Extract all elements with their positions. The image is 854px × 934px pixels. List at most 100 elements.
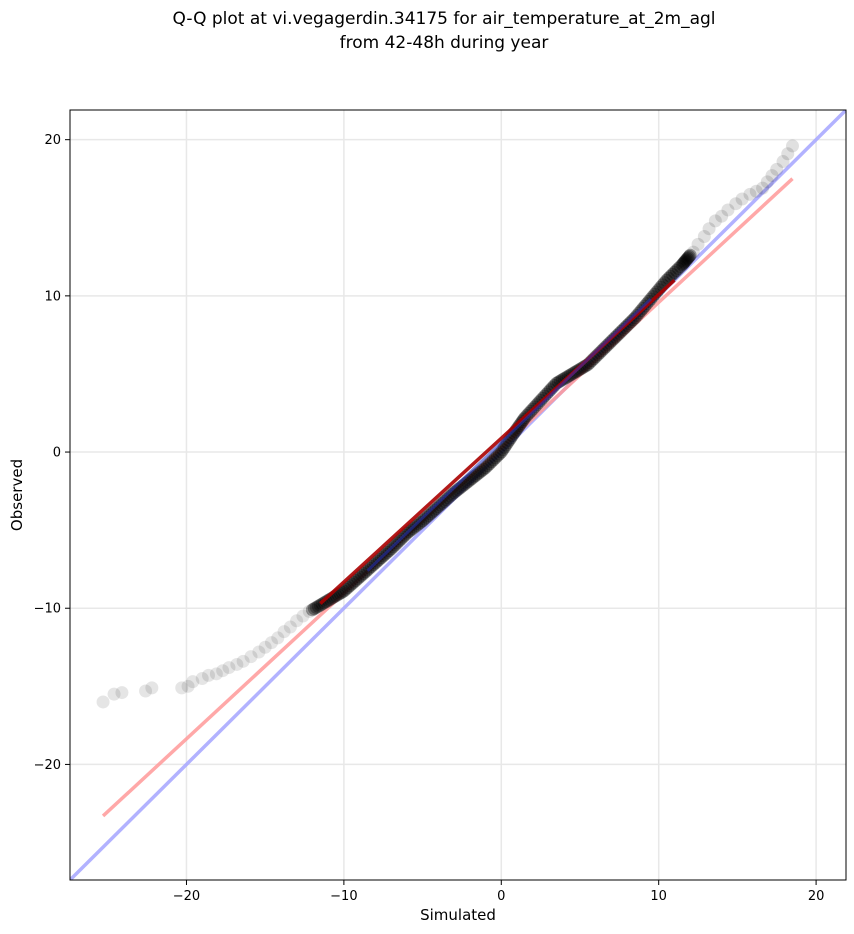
- data-point-238: [760, 175, 774, 189]
- data-point-221: [679, 253, 693, 267]
- data-point-16: [252, 645, 266, 659]
- y-tick-label-2: 0: [53, 446, 61, 461]
- data-point-14: [236, 654, 250, 668]
- data-point-13: [230, 657, 244, 671]
- data-point-0: [96, 695, 110, 709]
- data-point-117: [486, 453, 500, 467]
- data-point-185: [612, 326, 626, 340]
- data-point-50: [355, 568, 369, 582]
- data-point-42: [339, 582, 353, 596]
- data-point-237: [756, 181, 770, 195]
- x-axis-ticks: −20 −10 0 10 20: [173, 880, 825, 904]
- data-point-234: [735, 192, 749, 206]
- data-point-116: [484, 455, 498, 469]
- data-point-89: [431, 500, 445, 514]
- data-point-111: [475, 464, 489, 478]
- data-point-232: [721, 203, 735, 217]
- data-point-112: [477, 462, 491, 476]
- data-point-115: [482, 457, 496, 471]
- fit-line: [101, 177, 794, 818]
- data-point-45: [345, 577, 359, 591]
- y-tick-label-4: 20: [44, 133, 61, 148]
- x-tick-label-4: 20: [808, 889, 825, 904]
- data-point-81: [416, 514, 430, 528]
- data-point-225: [683, 248, 697, 262]
- data-point-17: [258, 640, 272, 654]
- data-point-7: [186, 675, 200, 689]
- data-point-1: [107, 687, 121, 701]
- x-tick-label-1: −10: [330, 889, 357, 904]
- data-point-2: [115, 686, 129, 700]
- data-point-114: [481, 459, 495, 473]
- data-point-215: [671, 262, 685, 276]
- y-axis-ticks: −20 −10 0 10 20: [34, 133, 70, 773]
- data-points: [96, 139, 799, 709]
- identity-line: [70, 110, 846, 880]
- data-point-119: [490, 449, 504, 463]
- data-point-219: [677, 255, 691, 269]
- y-axis-label: Observed: [8, 459, 26, 531]
- data-point-32: [319, 595, 333, 609]
- data-point-8: [195, 672, 209, 686]
- y-tick-label-1: −10: [34, 602, 61, 617]
- grid: [70, 110, 846, 880]
- data-point-121: [494, 445, 508, 459]
- chart-title-line-1: Q-Q plot at vi.vegagerdin.34175 for air_…: [172, 9, 715, 29]
- data-point-212: [665, 267, 679, 281]
- y-tick-label-3: 10: [44, 289, 61, 304]
- data-point-236: [749, 184, 763, 198]
- data-point-229: [702, 222, 716, 236]
- data-point-213: [667, 265, 681, 279]
- data-point-156: [555, 373, 569, 387]
- data-point-12: [222, 661, 236, 675]
- data-point-224: [682, 249, 696, 263]
- data-point-86: [425, 505, 439, 519]
- data-point-82: [418, 512, 432, 526]
- core-overlay-line: [366, 297, 652, 572]
- x-tick-label-2: 0: [497, 889, 505, 904]
- data-point-239: [765, 169, 779, 183]
- data-point-3: [139, 684, 153, 698]
- data-point-11: [216, 664, 230, 678]
- data-point-233: [729, 197, 743, 211]
- data-point-166: [575, 361, 589, 375]
- data-point-222: [680, 252, 694, 266]
- data-point-43: [341, 581, 355, 595]
- data-point-23: [296, 609, 310, 623]
- data-point-165: [573, 362, 587, 376]
- data-point-79: [412, 517, 426, 531]
- data-point-6: [181, 679, 195, 693]
- data-point-48: [351, 572, 365, 586]
- data-point-44: [343, 579, 357, 593]
- data-point-241: [776, 155, 790, 169]
- data-point-227: [691, 237, 705, 251]
- data-point-80: [414, 515, 428, 529]
- data-point-18: [264, 636, 278, 650]
- reference-lines: [70, 110, 846, 880]
- data-point-243: [785, 139, 799, 153]
- data-point-184: [610, 328, 624, 342]
- x-axis-label: Simulated: [420, 906, 496, 924]
- data-point-87: [427, 503, 441, 517]
- data-point-113: [479, 461, 493, 475]
- x-tick-label-0: −20: [173, 889, 200, 904]
- data-point-220: [678, 254, 692, 268]
- data-point-27: [309, 600, 323, 614]
- data-point-41: [337, 584, 351, 598]
- data-point-46: [347, 575, 361, 589]
- data-point-26: [307, 602, 321, 616]
- data-point-9: [202, 668, 216, 682]
- x-tick-label-3: 10: [650, 889, 667, 904]
- data-point-108: [469, 468, 483, 482]
- data-point-24: [302, 604, 316, 618]
- data-point-10: [209, 667, 223, 681]
- data-point-90: [433, 498, 447, 512]
- chart-title: Q-Q plot at vi.vegagerdin.34175 for air_…: [172, 9, 715, 53]
- data-point-51: [357, 566, 371, 580]
- data-point-4: [145, 681, 159, 695]
- plot-frame: [69, 109, 847, 881]
- data-point-230: [708, 214, 722, 228]
- data-point-242: [781, 147, 795, 161]
- data-point-214: [669, 263, 683, 277]
- data-point-186: [614, 324, 628, 338]
